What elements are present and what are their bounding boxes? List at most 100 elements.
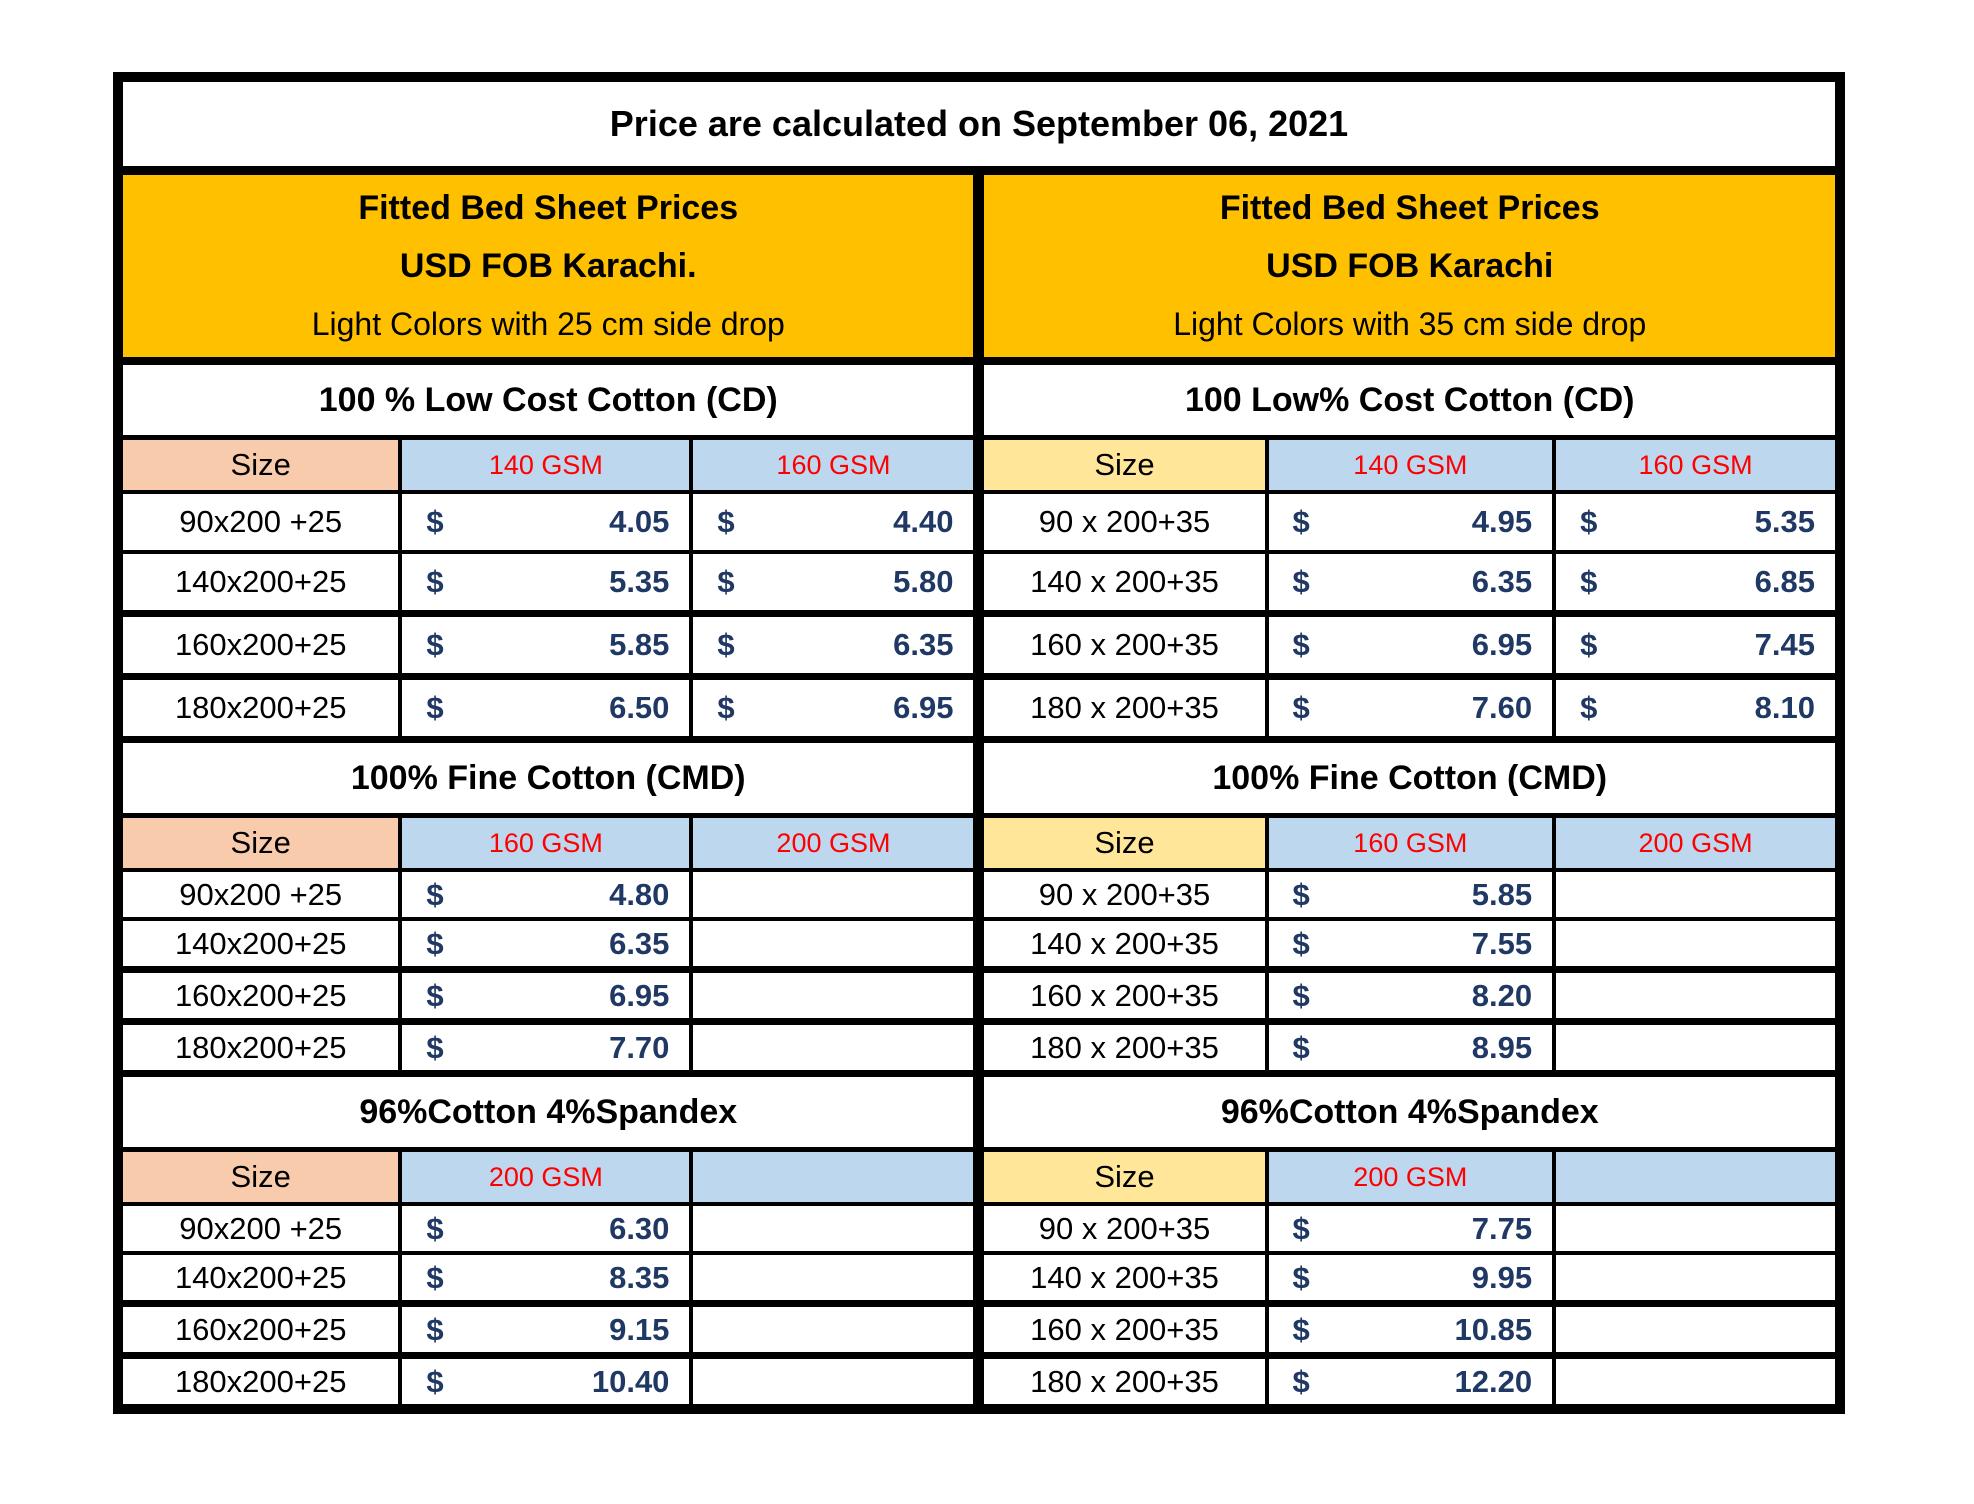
price-cell: $6.95: [689, 673, 981, 742]
left-section3-title: 96%Cotton 4%Spandex: [359, 1092, 738, 1131]
currency: $: [1580, 627, 1598, 662]
size-cell: 140 x 200+35: [973, 550, 1269, 616]
currency: $: [1580, 504, 1598, 539]
size-cell: 90x200 +25: [115, 868, 403, 921]
price-value: 8.20: [1471, 977, 1533, 1013]
price-value: 5.85: [609, 627, 670, 662]
currency: $: [1292, 977, 1310, 1013]
price-cell: $7.60: [1264, 673, 1557, 742]
left-header-line3: Light Colors with 25 cm side drop: [311, 306, 785, 342]
size-cell: 160x200+25: [115, 1300, 403, 1358]
size-cell: 160 x 200+35: [973, 1300, 1269, 1358]
currency: $: [1292, 925, 1310, 961]
price-value: 4.05: [609, 504, 670, 539]
currency: $: [717, 564, 735, 599]
price-value: 4.95: [1471, 504, 1533, 539]
size-cell: 160x200+25: [115, 610, 403, 679]
size-cell: 140 x 200+35: [973, 1251, 1269, 1306]
price-cell: $4.95: [1264, 490, 1557, 554]
size-cell: 90 x 200+35: [973, 490, 1269, 554]
price-value: 12.20: [1454, 1363, 1533, 1399]
currency: $: [426, 504, 444, 539]
right-section3-title: 96%Cotton 4%Spandex: [1220, 1092, 1599, 1131]
price-cell: $6.30: [398, 1202, 694, 1255]
right-gsm1-header: 140 GSM: [1264, 435, 1557, 494]
left-gsm2-header: [689, 1147, 981, 1206]
price-cell: $7.75: [1264, 1202, 1557, 1255]
price-value: 6.85: [1754, 564, 1815, 599]
table-row: 180x200+25 $10.40 180 x 200+35 $12.20: [115, 1352, 1842, 1411]
price-cell: $12.20: [1264, 1352, 1557, 1411]
price-cell: [689, 1251, 981, 1306]
price-cell: [1552, 1018, 1842, 1076]
price-value: 4.80: [609, 876, 670, 912]
price-cell: [1552, 917, 1842, 972]
currency: $: [1292, 564, 1310, 599]
right-section3-title-cell: 96%Cotton 4%Spandex: [973, 1070, 1843, 1152]
price-value: 6.95: [609, 977, 670, 1013]
currency: $: [426, 1363, 444, 1399]
price-cell: $6.50: [398, 673, 694, 742]
size-cell: 180x200+25: [115, 673, 403, 742]
right-header-line1: Fitted Bed Sheet Prices: [1219, 189, 1600, 227]
currency: $: [426, 925, 444, 961]
currency: $: [717, 690, 735, 725]
price-cell: $8.95: [1264, 1018, 1557, 1076]
title-row: Price are calculated on September 06, 20…: [116, 75, 1842, 175]
price-cell: $4.40: [689, 490, 981, 554]
section3-title-row: 96%Cotton 4%Spandex 96%Cotton 4%Spandex: [116, 1070, 1843, 1152]
left-section2-title: 100% Fine Cotton (CMD): [350, 758, 746, 797]
price-table: Price are calculated on September 06, 20…: [113, 72, 1845, 1414]
size-cell: 90 x 200+35: [973, 1202, 1269, 1255]
currency: $: [426, 1210, 444, 1246]
right-size-header: Size: [973, 435, 1269, 494]
currency: $: [1292, 1259, 1310, 1295]
currency: $: [426, 564, 444, 599]
currency: $: [1580, 564, 1598, 599]
right-header-cell: Fitted Bed Sheet Prices USD FOB Karachi …: [973, 168, 1843, 365]
price-cell: [689, 1202, 981, 1255]
currency: $: [1292, 627, 1310, 662]
price-value: 9.15: [609, 1311, 670, 1347]
table-row: 140x200+25 $8.35 140 x 200+35 $9.95: [115, 1251, 1842, 1306]
price-value: 5.85: [1471, 876, 1533, 912]
left-gsm1-header: 200 GSM: [398, 1147, 694, 1206]
currency: $: [1292, 504, 1310, 539]
size-cell: 140x200+25: [115, 917, 403, 972]
section1-title-row: 100 % Low Cost Cotton (CD) 100 Low% Cost…: [116, 357, 1843, 440]
price-value: 6.35: [1471, 564, 1533, 599]
left-section3-title-cell: 96%Cotton 4%Spandex: [116, 1070, 981, 1152]
price-cell: $6.35: [398, 917, 694, 972]
price-cell: [689, 868, 981, 921]
price-cell: $7.55: [1264, 917, 1557, 972]
price-cell: [689, 1018, 981, 1076]
size-cell: 180x200+25: [115, 1352, 403, 1411]
table-row: 180x200+25 $6.50 $6.95 180 x 200+35 $7.6…: [115, 673, 1842, 742]
right-section2-title: 100% Fine Cotton (CMD): [1212, 758, 1608, 797]
currency: $: [1292, 876, 1310, 912]
price-value: 5.35: [609, 564, 670, 599]
price-value: 8.35: [609, 1259, 670, 1295]
currency: $: [426, 1311, 444, 1347]
price-value: 10.85: [1454, 1311, 1533, 1347]
table-row: 160x200+25 $6.95 160 x 200+35 $8.20: [115, 966, 1842, 1024]
right-header-line2: USD FOB Karachi: [1266, 247, 1554, 285]
table-row: 140x200+25 $5.35 $5.80 140 x 200+35 $6.3…: [115, 550, 1842, 616]
right-section1-title-cell: 100 Low% Cost Cotton (CD): [973, 357, 1843, 440]
right-gsm1-header: 200 GSM: [1264, 1147, 1557, 1206]
price-value: 10.40: [591, 1363, 670, 1399]
currency: $: [426, 627, 444, 662]
left-size-header: Size: [115, 813, 403, 872]
right-size-header: Size: [973, 813, 1269, 872]
price-value: 5.80: [893, 564, 954, 599]
size-cell: 90 x 200+35: [973, 868, 1269, 921]
price-cell: $6.35: [1264, 550, 1557, 616]
table-row: 180x200+25 $7.70 180 x 200+35 $8.95: [115, 1018, 1842, 1076]
size-cell: 90x200 +25: [115, 1202, 403, 1255]
price-value: 6.50: [609, 690, 670, 725]
price-cell: [1552, 1300, 1842, 1358]
price-value: 6.35: [609, 925, 670, 961]
currency: $: [426, 1259, 444, 1295]
price-cell: $6.95: [398, 966, 694, 1024]
price-cell: $5.35: [398, 550, 694, 616]
